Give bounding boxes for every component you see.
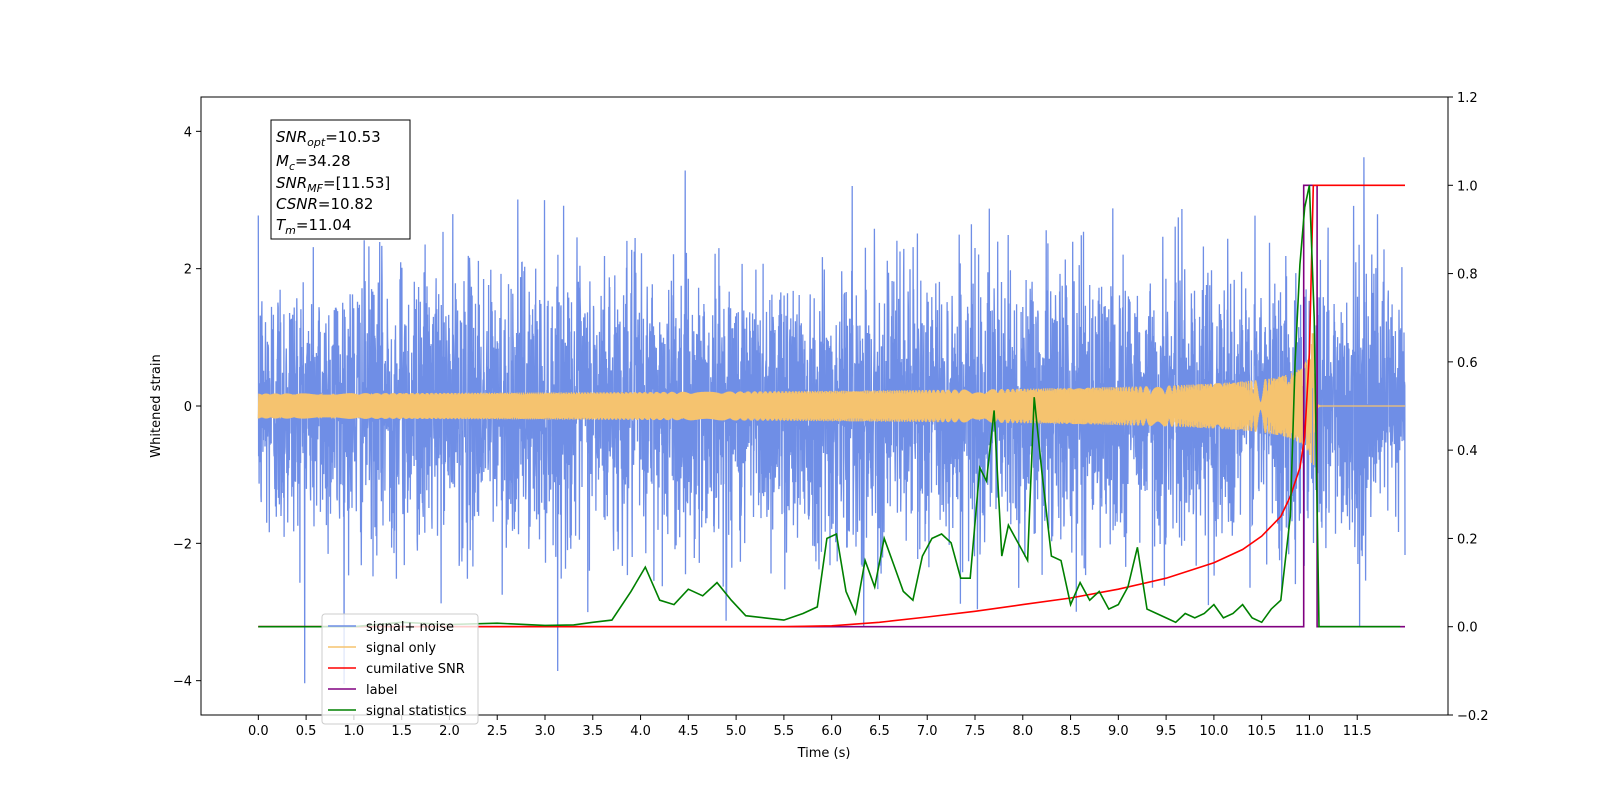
- x-tick-label: 0.0: [248, 724, 269, 739]
- x-tick-label: 5.5: [774, 724, 795, 739]
- x-tick-label: 9.5: [1156, 724, 1177, 739]
- series-signal-noise: [257, 157, 1406, 685]
- y2-tick: −0.2: [1448, 709, 1489, 724]
- y2-tick: 0.4: [1448, 444, 1478, 459]
- x-tick: 3.0: [535, 715, 556, 739]
- x-tick: 0.5: [296, 715, 317, 739]
- x-tick: 6.5: [869, 715, 890, 739]
- y2-tick-label: 0.0: [1457, 621, 1478, 636]
- x-tick: 6.0: [821, 715, 842, 739]
- y-tick: 0: [184, 400, 201, 415]
- x-tick: 7.5: [965, 715, 986, 739]
- stats-snr-mf: SNRMF=[11.53]: [276, 174, 390, 195]
- series-cumulative-snr: [258, 184, 1405, 628]
- x-tick-label: 3.5: [582, 724, 603, 739]
- x-tick: 3.5: [582, 715, 603, 739]
- y-tick-label: −4: [173, 675, 192, 690]
- x-tick: 9.0: [1108, 715, 1129, 739]
- x-tick-label: 9.0: [1108, 724, 1129, 739]
- y-tick: −4: [173, 675, 201, 690]
- x-tick: 5.5: [774, 715, 795, 739]
- stats-snr-opt: SNRopt=10.53: [276, 128, 381, 149]
- legend-label-cumulative-snr: cumilative SNR: [366, 662, 465, 677]
- y2-tick: 1.0: [1448, 179, 1478, 194]
- legend-label-label: label: [366, 683, 397, 698]
- x-tick: 10.5: [1247, 715, 1276, 739]
- x-tick: 11.5: [1343, 715, 1372, 739]
- stats-box: SNRopt=10.53 Mc=34.28 SNRMF=[11.53] CSNR…: [270, 119, 411, 240]
- stats-tm: Tm=11.04: [276, 216, 351, 237]
- x-tick: 4.0: [630, 715, 651, 739]
- series-signal-only: [257, 333, 1405, 466]
- y2-tick-label: 0.6: [1457, 356, 1478, 371]
- y-tick: 2: [184, 263, 201, 278]
- y-tick: 4: [184, 125, 201, 140]
- y2-tick-label: 0.8: [1457, 268, 1478, 283]
- x-tick-label: 4.0: [630, 724, 651, 739]
- x-tick-label: 6.0: [821, 724, 842, 739]
- y2-tick-label: −0.2: [1457, 709, 1489, 724]
- x-tick: 11.0: [1295, 715, 1324, 739]
- y-tick: −2: [173, 537, 201, 552]
- y-tick-label: 0: [184, 400, 192, 415]
- y2-tick-label: 1.0: [1457, 179, 1478, 194]
- x-tick: 8.5: [1060, 715, 1081, 739]
- x-tick-label: 1.5: [391, 724, 412, 739]
- y2-tick: 0.0: [1448, 621, 1478, 636]
- y-tick-label: 2: [184, 263, 192, 278]
- legend: signal+ noise signal only cumilative SNR…: [321, 613, 479, 725]
- x-tick-label: 3.0: [535, 724, 556, 739]
- x-tick-label: 7.0: [917, 724, 938, 739]
- x-tick-label: 7.5: [965, 724, 986, 739]
- x-tick: 5.0: [726, 715, 747, 739]
- x-tick: 7.0: [917, 715, 938, 739]
- x-tick-label: 2.0: [439, 724, 460, 739]
- x-tick-label: 10.5: [1247, 724, 1276, 739]
- y2-tick: 0.8: [1448, 268, 1478, 283]
- legend-label-signal-noise: signal+ noise: [366, 620, 454, 635]
- y2-tick-label: 0.4: [1457, 444, 1478, 459]
- y2-tick: 0.6: [1448, 356, 1478, 371]
- x-tick-label: 2.5: [487, 724, 508, 739]
- x-tick-label: 5.0: [726, 724, 747, 739]
- series-signal-statistics: [258, 185, 1401, 628]
- x-tick-label: 6.5: [869, 724, 890, 739]
- legend-label-signal-only: signal only: [366, 641, 436, 656]
- x-tick-label: 4.5: [678, 724, 699, 739]
- x-tick: 2.5: [487, 715, 508, 739]
- x-tick: 9.5: [1156, 715, 1177, 739]
- y-tick-label: 4: [184, 125, 192, 140]
- y2-tick-label: 1.2: [1457, 91, 1478, 106]
- x-tick: 10.0: [1199, 715, 1228, 739]
- x-tick-label: 8.0: [1012, 724, 1033, 739]
- stats-mc: Mc=34.28: [276, 152, 351, 173]
- x-tick-label: 11.0: [1295, 724, 1324, 739]
- stats-csnr: CSNR=10.82: [276, 195, 373, 213]
- x-tick-label: 10.0: [1199, 724, 1228, 739]
- y2-tick-label: 0.2: [1457, 532, 1478, 547]
- y2-tick: 1.2: [1448, 91, 1478, 106]
- x-tick-label: 11.5: [1343, 724, 1372, 739]
- y-axis-label: Whitened strain: [149, 354, 164, 457]
- y2-tick: 0.2: [1448, 532, 1478, 547]
- legend-label-signal-statistics: signal statistics: [366, 704, 467, 719]
- x-tick: 0.0: [248, 715, 269, 739]
- x-tick-label: 0.5: [296, 724, 317, 739]
- x-axis-label: Time (s): [797, 746, 851, 761]
- x-tick-label: 1.0: [344, 724, 365, 739]
- x-tick: 4.5: [678, 715, 699, 739]
- y-tick-label: −2: [173, 537, 192, 552]
- x-tick-label: 8.5: [1060, 724, 1081, 739]
- x-tick: 8.0: [1012, 715, 1033, 739]
